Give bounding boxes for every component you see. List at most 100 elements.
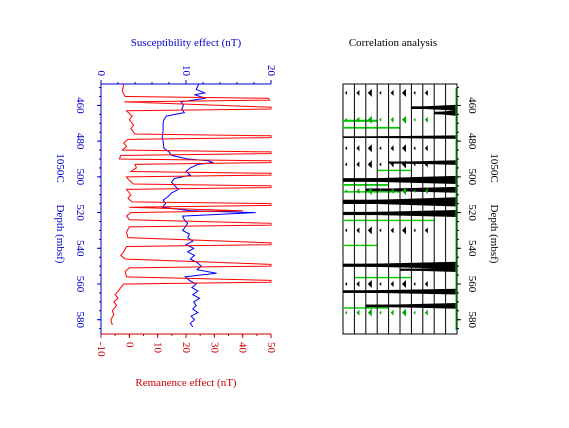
correlation-wedge: [379, 310, 382, 315]
remanence-series-line: [110, 83, 272, 326]
correlation-green-band: [343, 126, 400, 129]
right-depth-site-label: 1050C: [488, 153, 500, 182]
correlation-chart-title: Correlation analysis: [349, 37, 437, 49]
correlation-wedge: [356, 227, 360, 234]
correlation-analysis-plot: 460 480 500 520 540 560 580: [342, 83, 478, 335]
correlation-wedge: [367, 144, 372, 153]
right-depth-tick-label: 560: [466, 276, 478, 293]
correlation-wedge: [390, 161, 394, 168]
correlation-wedge: [390, 145, 394, 152]
right-depth-axis-label: Depth (mbsf): [488, 205, 500, 264]
bottom-tick-label: 10: [152, 342, 164, 354]
left-depth-axis-label: Depth (mbsf): [54, 205, 66, 264]
correlation-wedge: [379, 282, 382, 286]
correlation-wedge: [424, 116, 428, 123]
correlation-wedge: [424, 309, 428, 316]
top-tick-label: 10: [180, 65, 192, 77]
correlation-wedge: [402, 144, 406, 153]
correlation-wedge: [413, 117, 416, 122]
correlation-wedge: [413, 310, 416, 315]
correlation-wedge: [424, 161, 428, 168]
correlation-wedge: [379, 117, 382, 122]
correlation-green-band: [343, 244, 378, 247]
bottom-tick-label: 40: [237, 342, 249, 354]
correlation-wedge: [379, 162, 382, 167]
correlation-wedge: [367, 160, 372, 169]
top-tick-label: 20: [265, 65, 277, 77]
correlation-wedge: [413, 228, 416, 233]
right-depth-tick-label: 500: [466, 169, 478, 186]
correlation-wedge: [379, 189, 382, 194]
bottom-tick-label: 0: [123, 342, 135, 348]
correlation-wedge: [413, 146, 416, 151]
correlation-wedge: [402, 308, 406, 317]
susceptibility-remanence-plot: 0 10 20 -10 0 10 20 30 40 50 460 480 500 520 540 560 580: [74, 65, 277, 357]
bottom-tick-label: 20: [180, 342, 192, 354]
left-depth-site-label: 1050C: [54, 153, 66, 182]
correlation-wedge: [413, 90, 416, 95]
correlation-wedge: [413, 189, 416, 194]
susceptibility-axis-title: Susceptibility effect (nT): [131, 37, 242, 49]
correlation-wedge: [390, 281, 394, 287]
correlation-wedge: [356, 309, 360, 316]
correlation-wedge: [424, 145, 428, 152]
correlation-wedge: [345, 117, 347, 122]
correlation-wedge: [345, 90, 347, 95]
correlation-wedge: [367, 308, 372, 317]
correlation-wedge: [367, 280, 372, 288]
correlation-wedge: [356, 89, 360, 96]
correlation-wedge: [413, 162, 416, 167]
right-depth-tick-label: 460: [466, 97, 478, 114]
correlation-wedge: [345, 228, 347, 233]
correlation-wedge: [402, 226, 406, 235]
correlation-wedge: [356, 161, 360, 168]
correlation-wedge: [367, 187, 372, 196]
correlation-wedge: [356, 281, 360, 287]
correlation-wedge: [345, 146, 347, 151]
correlation-black-band-core: [400, 268, 457, 271]
correlation-wedge: [367, 226, 372, 235]
remanence-axis-title: Remanence effect (nT): [135, 377, 237, 389]
correlation-wedge: [345, 189, 347, 194]
correlation-wedge: [402, 115, 406, 124]
correlation-wedge: [356, 145, 360, 152]
correlation-wedge: [402, 160, 406, 169]
bottom-tick-label: -10: [95, 342, 107, 357]
correlation-wedge: [356, 116, 360, 123]
right-depth-tick-label: 520: [466, 204, 478, 221]
right-depth-tick-label: 480: [466, 133, 478, 150]
correlation-green-band: [377, 169, 412, 172]
correlation-green-band: [343, 119, 378, 122]
correlation-wedge: [402, 280, 406, 288]
correlation-wedge: [390, 188, 394, 195]
correlation-wedge: [390, 89, 394, 96]
correlation-wedge: [379, 228, 382, 233]
correlation-wedge: [367, 115, 372, 124]
right-depth-tick-label: 580: [466, 311, 478, 328]
correlation-wedge: [367, 88, 372, 97]
depth-tick-label: 460: [74, 97, 86, 114]
depth-tick-label: 540: [74, 240, 86, 257]
correlation-wedge: [390, 116, 394, 123]
bottom-tick-label: 50: [265, 342, 277, 354]
correlation-wedge: [424, 188, 428, 195]
correlation-wedge: [379, 90, 382, 95]
susceptibility-series-line: [161, 83, 256, 328]
correlation-wedge: [345, 282, 347, 286]
correlation-wedge: [413, 282, 416, 286]
depth-tick-label: 500: [74, 169, 86, 186]
correlation-wedge: [402, 187, 406, 196]
correlation-wedge: [424, 89, 428, 96]
depth-tick-label: 520: [74, 204, 86, 221]
correlation-wedge: [379, 146, 382, 151]
correlation-wedge: [390, 309, 394, 316]
correlation-wedge: [356, 188, 360, 195]
correlation-wedge: [345, 310, 347, 315]
depth-tick-label: 580: [74, 311, 86, 328]
correlation-wedge: [424, 227, 428, 234]
top-tick-label: 0: [95, 71, 107, 77]
correlation-green-band: [354, 276, 412, 279]
right-depth-tick-label: 540: [466, 240, 478, 257]
correlation-wedge: [402, 88, 406, 97]
